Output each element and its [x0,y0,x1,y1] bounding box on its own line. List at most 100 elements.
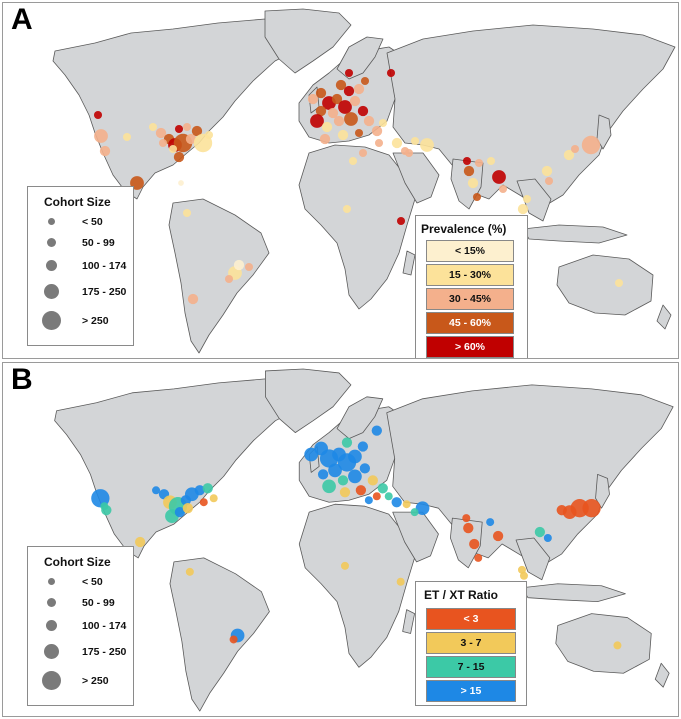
prevalence-cohort-marker [374,138,384,148]
ratio-cohort-marker [328,463,342,478]
prevalence-cohort-marker [358,148,368,158]
ratio-cohort-marker [229,635,238,644]
size-legend-item: 175 - 250 [28,643,133,663]
ratio-cohort-marker [492,530,504,542]
prevalence-cohort-marker [327,107,339,119]
prevalence-cohort-marker [342,204,352,214]
ratio-cohort-marker [534,526,546,538]
prevalence-cohort-marker [348,156,358,166]
size-dot-icon [42,671,61,690]
prevalence-legend-label: < 15% [454,245,486,257]
ratio-cohort-marker [182,503,194,514]
size-legend-label: < 50 [82,216,103,228]
south-america-shape [168,198,270,354]
prevalence-cohort-marker [185,133,197,145]
prevalence-cohort-marker [467,177,479,189]
size-dot-icon [44,284,59,299]
world-map-a [52,8,676,354]
size-legend-label: > 250 [82,675,109,687]
prevalence-legend-label: > 60% [454,341,486,353]
ratio-cohort-marker [174,507,186,518]
prevalence-cohort-marker [233,259,245,271]
size-dot-icon [48,578,55,585]
ratio-cohort-marker [469,538,480,550]
prevalence-legend-label: 45 - 60% [448,317,492,329]
prevalence-cohort-marker [224,274,234,284]
prevalence-cohort-marker [315,105,327,117]
prevalence-legend-item: 15 - 30% [426,264,514,286]
prevalence-cohort-marker [122,132,132,142]
ratio-cohort-marker [348,469,362,484]
prevalence-cohort-marker [187,293,199,305]
ratio-cohort-marker [463,522,474,534]
prevalence-cohort-marker [343,85,355,97]
japan-shape [596,114,612,150]
size-legend-label: < 50 [82,576,103,588]
ratio-cohort-marker [304,447,319,462]
prevalence-cohort-marker [99,145,111,157]
ratio-cohort-marker [348,449,362,464]
cohort-size-legend-title: Cohort Size [44,555,111,569]
size-legend-item: > 250 [28,311,133,332]
prevalence-cohort-marker [182,208,192,218]
cohort-size-legend-a: Cohort Size < 50 50 - 99 100 - 174 175 -… [27,186,134,346]
prevalence-cohort-marker [498,184,508,194]
prevalence-cohort-marker [354,128,364,138]
prevalence-cohort-marker [472,192,482,202]
prevalence-cohort-marker [474,158,484,168]
madagascar-shape [402,609,415,634]
size-legend-label: 50 - 99 [82,237,115,249]
prevalence-cohort-marker [404,148,414,158]
prevalence-legend-item: 45 - 60% [426,312,514,334]
ratio-cohort-marker [613,641,622,650]
cohort-size-legend-title: Cohort Size [44,195,111,209]
prevalence-cohort-marker [344,68,354,78]
ratio-cohort-marker [357,441,369,452]
ratio-legend-item: > 15 [426,680,516,702]
ratio-legend-item: 3 - 7 [426,632,516,654]
ratio-cohort-marker [519,571,528,580]
ratio-cohort-marker [337,475,349,486]
prevalence-legend: Prevalence (%) < 15% 15 - 30% 30 - 45% 4… [415,215,528,358]
marker-layer [91,425,622,650]
size-dot-icon [48,218,55,225]
prevalence-cohort-marker [353,83,365,95]
prevalence-cohort-marker [307,93,319,105]
ratio-cohort-marker [543,534,552,543]
panel-label-a: A [11,3,33,36]
ratio-cohort-marker [367,475,378,486]
prevalence-cohort-marker [522,194,532,204]
india-shape [449,517,483,569]
size-legend-item: 50 - 99 [28,594,133,614]
arabia-shape [392,152,440,204]
ratio-legend: ET / XT Ratio < 3 3 - 7 7 - 15 > 15 [415,581,527,706]
indonesia-shape [521,583,626,603]
madagascar-shape [402,250,416,276]
scandinavia-shape [336,36,384,80]
prevalence-cohort-marker [581,135,601,155]
prevalence-cohort-marker [391,137,403,149]
prevalence-cohort-marker [335,79,347,91]
ratio-legend-item: < 3 [426,608,516,630]
prevalence-cohort-marker [337,129,349,141]
ratio-cohort-marker [486,518,495,527]
prevalence-cohort-marker [570,144,580,154]
indonesia-shape [522,224,628,244]
greenland-shape [264,8,352,74]
prevalence-cohort-marker [371,125,383,137]
ratio-cohort-marker [391,497,402,508]
ratio-cohort-marker [340,561,349,570]
prevalence-cohort-marker [158,138,168,148]
size-legend-label: > 250 [82,315,109,327]
prevalence-cohort-marker [360,76,370,86]
size-legend-item: < 50 [28,573,133,593]
ratio-legend-label: < 3 [463,613,479,625]
prevalence-cohort-marker [338,100,352,114]
prevalence-cohort-marker [378,118,388,128]
size-legend-label: 175 - 250 [82,286,127,298]
new-zealand-shape [654,662,670,688]
panel-b-ratio-map: B Cohort Size < 50 50 - 99 100 - 174 175… [2,362,679,717]
ratio-cohort-marker [134,536,146,548]
ratio-cohort-marker [339,487,351,498]
ratio-cohort-marker [199,498,208,507]
